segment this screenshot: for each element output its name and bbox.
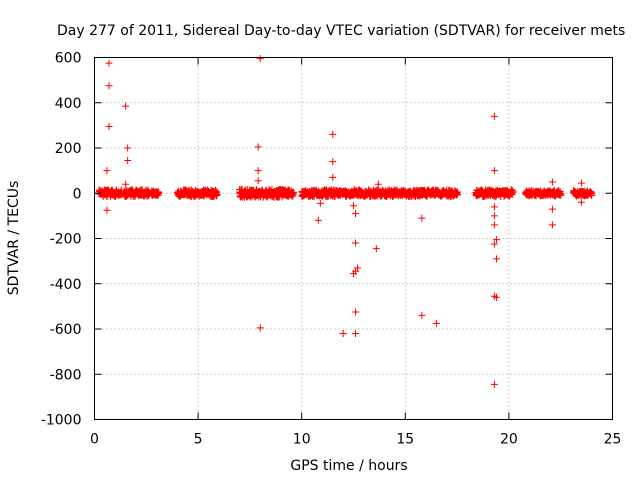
x-tick-label: 25 — [604, 432, 622, 448]
grid-lines — [94, 57, 613, 420]
y-tick-label: -200 — [50, 232, 82, 248]
data-point — [490, 380, 498, 388]
data-point — [122, 102, 130, 110]
data-point — [329, 173, 337, 181]
x-tick-labels: 0 5 10 15 20 25 — [90, 432, 621, 448]
data-point — [122, 180, 130, 188]
data-point — [314, 216, 322, 224]
data-point — [339, 330, 347, 338]
axis-ticks — [94, 57, 613, 420]
data-point — [155, 188, 163, 196]
y-tick-label: -800 — [50, 367, 82, 383]
data-point — [490, 240, 498, 248]
data-point — [577, 179, 585, 187]
data-point — [453, 188, 461, 196]
data-point — [352, 239, 360, 247]
x-axis-label: GPS time / hours — [290, 458, 407, 474]
data-point — [548, 221, 556, 229]
data-point — [548, 205, 556, 213]
data-point — [509, 188, 517, 196]
data-point — [256, 55, 264, 63]
data-point — [144, 186, 152, 194]
y-tick-label: -600 — [50, 322, 82, 338]
data-point — [418, 311, 426, 319]
data-point — [548, 178, 556, 186]
data-point — [492, 293, 500, 301]
data-point — [329, 158, 337, 166]
x-tick-label: 10 — [293, 432, 311, 448]
data-point — [254, 167, 262, 175]
y-axis-label: SDTVAR / TECUs — [6, 181, 22, 296]
data-point — [105, 59, 113, 67]
data-point — [490, 167, 498, 175]
data-point — [105, 123, 113, 131]
data-point — [354, 264, 362, 272]
data-point — [352, 308, 360, 316]
data-point — [352, 330, 360, 338]
x-tick-label: 0 — [90, 432, 99, 448]
data-point — [557, 190, 565, 198]
data-point — [316, 199, 324, 207]
data-point — [490, 203, 498, 211]
x-tick-label: 5 — [194, 432, 203, 448]
data-point — [213, 191, 221, 199]
data-point — [372, 245, 380, 253]
data-point — [103, 206, 111, 214]
y-tick-label: -400 — [50, 277, 82, 293]
y-tick-label: 600 — [55, 51, 82, 67]
y-tick-labels: 600 400 200 0 -200 -400 -600 -800 -1000 — [41, 51, 82, 429]
data-point — [432, 319, 440, 327]
x-tick-label: 20 — [500, 432, 518, 448]
data-point — [254, 177, 262, 185]
y-tick-label: 0 — [73, 186, 82, 202]
y-tick-label: 400 — [55, 96, 82, 112]
data-point — [105, 82, 113, 90]
data-point — [490, 212, 498, 220]
data-point — [588, 189, 596, 197]
data-point — [492, 255, 500, 263]
data-point — [124, 144, 132, 152]
data-point — [289, 189, 297, 197]
data-point — [124, 156, 132, 164]
chart-title: Day 277 of 2011, Sidereal Day-to-day VTE… — [57, 23, 625, 39]
data-point — [490, 112, 498, 120]
data-point — [329, 130, 337, 138]
data-point — [418, 214, 426, 222]
x-tick-label: 15 — [396, 432, 414, 448]
data-point — [103, 167, 111, 175]
data-point — [254, 143, 262, 151]
y-tick-label: 200 — [55, 141, 82, 157]
data-point — [256, 324, 264, 332]
data-point — [352, 210, 360, 218]
data-point — [492, 236, 500, 244]
data-points — [95, 55, 596, 388]
data-point — [374, 180, 382, 188]
data-point — [490, 221, 498, 229]
data-point — [350, 202, 357, 210]
data-point — [577, 198, 585, 206]
y-tick-label: -1000 — [41, 413, 82, 429]
